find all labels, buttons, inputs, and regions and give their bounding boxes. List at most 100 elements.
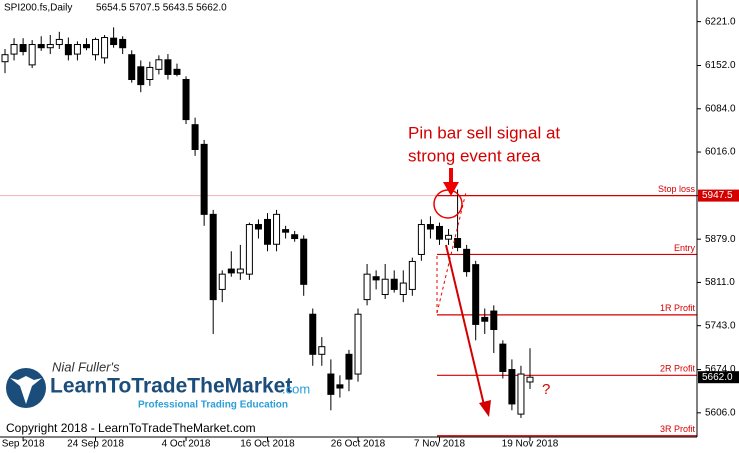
candle-body xyxy=(137,66,145,86)
y-tick-label: 5743.0 xyxy=(705,320,736,331)
candle-body xyxy=(508,369,516,405)
candle-body xyxy=(363,273,371,301)
candle-body xyxy=(227,268,235,274)
trend-arrow-shaft xyxy=(445,244,485,406)
candle-body xyxy=(526,376,534,383)
candle-body xyxy=(327,373,335,395)
pointer-arrow-head xyxy=(443,182,459,196)
candle-body xyxy=(173,68,181,75)
candle-body xyxy=(517,373,525,415)
candle-body xyxy=(182,79,190,121)
level-label: 3R Profit xyxy=(660,424,696,434)
candle-body xyxy=(119,38,127,49)
logo-brand: LearnToTradeTheMarket xyxy=(50,375,292,398)
candle-body xyxy=(499,343,507,372)
y-tick-label: 6152.0 xyxy=(705,60,736,71)
candle-body xyxy=(354,313,362,375)
plot-area xyxy=(0,27,697,437)
candle-body xyxy=(101,37,109,59)
candle-body xyxy=(345,353,353,380)
candle-body xyxy=(300,238,308,285)
candle-body xyxy=(435,225,443,240)
x-tick-label: Sep 2018 xyxy=(2,439,45,450)
candle-body xyxy=(390,278,398,290)
candle-body xyxy=(309,313,317,355)
x-tick-label: 7 Nov 2018 xyxy=(414,439,466,450)
candle-body xyxy=(55,38,63,46)
candle-body xyxy=(245,224,253,275)
copyright: Copyright 2018 - LearnToTradeTheMarket.c… xyxy=(6,421,256,435)
candle-body xyxy=(28,44,36,66)
annotation: ? xyxy=(542,381,550,398)
level-label: 2R Profit xyxy=(660,364,696,374)
candle-body xyxy=(264,218,271,245)
candle-body xyxy=(110,37,118,46)
price-label-box xyxy=(698,371,739,384)
candle-body xyxy=(82,44,90,49)
candle-body xyxy=(200,143,208,215)
y-tick-label: 5879.0 xyxy=(705,234,736,245)
y-tick-label: 5674.0 xyxy=(705,364,736,375)
annotation: strong event area xyxy=(408,146,541,165)
logo-domain: .com xyxy=(282,381,310,396)
candle-body xyxy=(291,234,299,240)
y-tick-label: 5606.0 xyxy=(705,407,736,418)
y-tick-label: 6221.0 xyxy=(705,16,736,27)
candle-body xyxy=(282,229,290,233)
candle-body xyxy=(155,59,163,70)
candle-body xyxy=(481,316,489,322)
trend-arrow-head xyxy=(479,400,491,417)
candle-body xyxy=(19,44,27,53)
candle-body xyxy=(381,278,389,296)
y-tick-label: 6016.0 xyxy=(705,147,736,158)
price-label: 5947.5 xyxy=(702,190,733,201)
x-tick-label: 4 Oct 2018 xyxy=(162,439,211,450)
candle-body xyxy=(426,224,434,230)
candle-body xyxy=(463,248,471,273)
logo-author: Nial Fuller's xyxy=(52,359,120,374)
candle-body xyxy=(372,276,380,281)
candle-body xyxy=(92,38,100,56)
candle-body xyxy=(146,66,154,81)
price-label: 5662.0 xyxy=(702,372,733,383)
candle-body xyxy=(64,44,72,56)
candle-body xyxy=(209,213,217,301)
logo-bull xyxy=(10,376,42,404)
candle-body xyxy=(164,59,172,75)
candle-body xyxy=(128,54,136,81)
candle-body xyxy=(236,268,244,274)
x-tick-label: 19 Nov 2018 xyxy=(502,439,559,450)
candle-body xyxy=(472,264,480,325)
candle-body xyxy=(10,44,18,55)
candle-body xyxy=(273,213,281,245)
ohlc-label: 5654.5 5707.5 5643.5 5662.0 xyxy=(96,3,227,14)
candle-body xyxy=(191,124,199,150)
candle-body xyxy=(46,44,54,49)
x-tick-label: 16 Oct 2018 xyxy=(240,439,295,450)
level-label: Entry xyxy=(674,243,696,253)
x-tick-label: 24 Sep 2018 xyxy=(67,439,124,450)
annotation-shapes xyxy=(433,168,491,417)
candle-body xyxy=(73,44,81,55)
chart-title: SPI200.fs,Daily xyxy=(4,3,72,14)
candle-body xyxy=(490,310,498,330)
candle-body xyxy=(318,346,326,355)
level-label: 1R Profit xyxy=(660,303,696,313)
candle-body xyxy=(37,44,45,49)
dashed-line xyxy=(436,191,467,314)
candle-body xyxy=(417,224,425,255)
candle-body xyxy=(445,234,453,240)
logo: Nial Fuller's LearnToTradeTheMarket .com… xyxy=(6,359,310,411)
y-tick-label: 5811.0 xyxy=(705,277,735,288)
x-tick-label: 26 Oct 2018 xyxy=(331,439,386,450)
candle-body xyxy=(254,224,262,230)
candle-body xyxy=(1,54,9,63)
candle-body xyxy=(218,273,226,290)
pin-bar-circle xyxy=(433,189,463,219)
candle-body xyxy=(454,238,462,248)
price-label-box xyxy=(698,189,739,202)
y-tick-label: 6084.0 xyxy=(705,103,736,114)
candle-body xyxy=(336,384,344,389)
